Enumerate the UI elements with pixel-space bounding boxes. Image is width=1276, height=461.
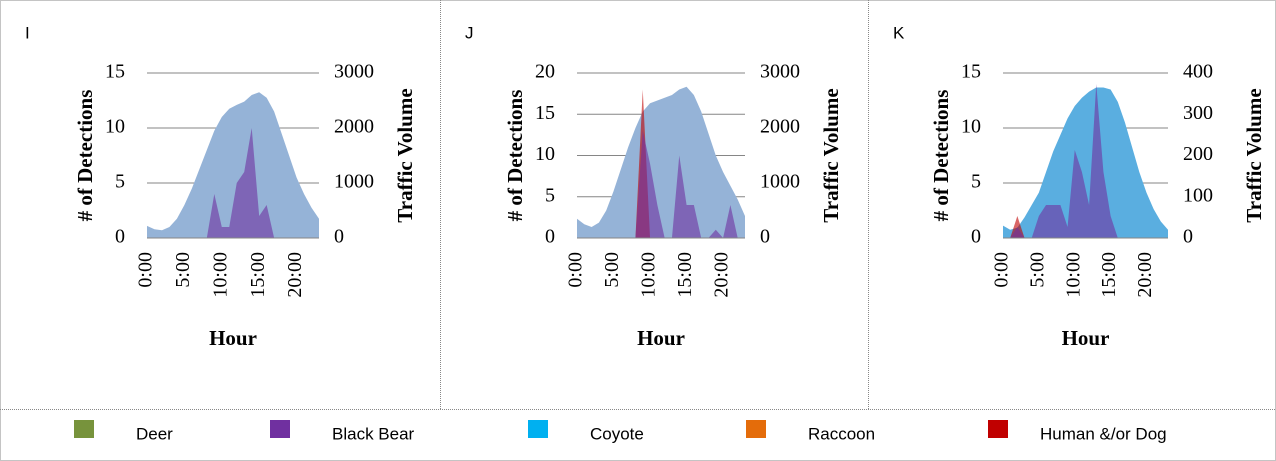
y2-tick-label: 200 <box>1183 143 1213 165</box>
y2-tick-label: 0 <box>760 226 770 248</box>
area <box>577 130 745 238</box>
x-tick-label: 20:00 <box>1134 252 1156 298</box>
y2-tick-label: 100 <box>1183 184 1213 206</box>
y-tick-label: 10 <box>105 116 125 138</box>
legend-swatch <box>270 420 290 438</box>
panel-label: J <box>465 23 474 42</box>
x-tick-label: 0:00 <box>991 252 1013 288</box>
y2-tick-label: 3000 <box>334 61 374 83</box>
legend-label: Black Bear <box>332 424 415 443</box>
legend-label: Coyote <box>590 424 644 443</box>
y-axis-title: # of Detections <box>503 90 527 222</box>
legend-swatch <box>988 420 1008 438</box>
legend-swatch <box>74 420 94 438</box>
y-axis-title: # of Detections <box>73 90 97 222</box>
x-tick-label: 5:00 <box>1026 252 1048 288</box>
x-tick-label: 0:00 <box>565 252 587 288</box>
area <box>577 86 745 238</box>
y2-tick-label: 0 <box>1183 226 1193 248</box>
y2-tick-label: 0 <box>334 226 344 248</box>
x-tick-label: 10:00 <box>638 252 660 298</box>
legend-swatch <box>528 420 548 438</box>
area <box>1003 84 1168 238</box>
y2-tick-label: 300 <box>1183 102 1213 124</box>
legend-label: Human &/or Dog <box>1040 424 1167 443</box>
x-axis-title: Hour <box>209 326 257 350</box>
y2-axis-title: Traffic Volume <box>1242 88 1266 222</box>
area <box>1003 87 1168 238</box>
area <box>147 92 319 238</box>
x-tick-label: 15:00 <box>1098 252 1120 298</box>
x-tick-label: 15:00 <box>247 252 269 298</box>
legend-swatch <box>746 420 766 438</box>
y-tick-label: 15 <box>105 61 125 83</box>
y2-axis-title: Traffic Volume <box>393 88 417 222</box>
x-tick-label: 5:00 <box>601 252 623 288</box>
y-tick-label: 0 <box>545 226 555 248</box>
y2-tick-label: 1000 <box>334 171 374 193</box>
y-tick-label: 10 <box>535 143 555 165</box>
x-axis-title: Hour <box>637 326 685 350</box>
legend-label: Raccoon <box>808 424 875 443</box>
y2-tick-label: 1000 <box>760 171 800 193</box>
panel-label: I <box>25 23 30 42</box>
y2-tick-label: 400 <box>1183 61 1213 83</box>
x-axis-title: Hour <box>1062 326 1110 350</box>
y-tick-label: 15 <box>961 61 981 83</box>
x-tick-label: 20:00 <box>284 252 306 298</box>
x-tick-label: 20:00 <box>711 252 733 298</box>
y-tick-label: 0 <box>115 226 125 248</box>
y-tick-label: 5 <box>115 171 125 193</box>
y-tick-label: 5 <box>971 171 981 193</box>
x-tick-label: 15:00 <box>674 252 696 298</box>
x-tick-label: 10:00 <box>209 252 231 298</box>
y-tick-label: 5 <box>545 184 555 206</box>
x-tick-label: 0:00 <box>135 252 157 288</box>
y-tick-label: 10 <box>961 116 981 138</box>
legend-label: Deer <box>136 424 173 443</box>
area <box>147 128 319 238</box>
y2-tick-label: 2000 <box>334 116 374 138</box>
x-tick-label: 10:00 <box>1062 252 1084 298</box>
y-axis-title: # of Detections <box>929 90 953 222</box>
y-tick-label: 20 <box>535 61 555 83</box>
y-tick-label: 15 <box>535 102 555 124</box>
y-tick-label: 0 <box>971 226 981 248</box>
y2-axis-title: Traffic Volume <box>819 88 843 222</box>
panel-label: K <box>893 23 905 42</box>
y2-tick-label: 2000 <box>760 116 800 138</box>
x-tick-label: 5:00 <box>172 252 194 288</box>
y2-tick-label: 3000 <box>760 61 800 83</box>
